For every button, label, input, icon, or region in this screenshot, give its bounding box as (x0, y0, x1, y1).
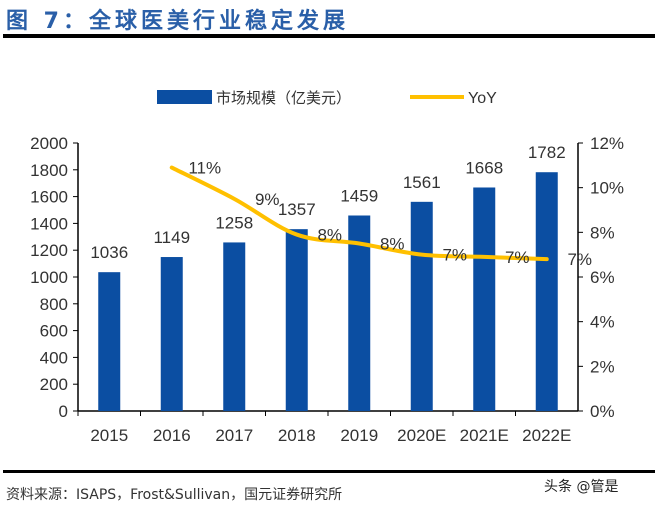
title-divider (3, 34, 655, 38)
left-tick-label: 200 (40, 375, 68, 394)
right-tick-label: 2% (590, 357, 615, 376)
legend-bar-label: 市场规模（亿美元） (216, 89, 351, 107)
x-tick-label: 2020E (397, 426, 446, 445)
right-tick-label: 12% (590, 134, 624, 153)
left-tick-label: 1400 (30, 214, 68, 233)
bar-label: 1357 (278, 200, 316, 219)
bar-2017 (223, 242, 246, 411)
right-tick-label: 10% (590, 179, 624, 198)
legend-bar-swatch (157, 90, 212, 104)
x-tick-label: 2015 (90, 426, 128, 445)
right-tick-label: 6% (590, 268, 615, 287)
bar-label: 1561 (403, 173, 441, 192)
x-tick-label: 2018 (278, 426, 316, 445)
legend-line-label: YoY (468, 90, 497, 107)
left-tick-label: 1000 (30, 268, 68, 287)
bar-2016 (160, 257, 183, 411)
yoy-label: 9% (255, 190, 280, 209)
bar-2022E (535, 172, 558, 411)
bar-2019 (348, 215, 371, 411)
bar-2015 (98, 272, 121, 411)
left-tick-label: 600 (40, 322, 68, 341)
x-tick-label: 2021E (460, 426, 509, 445)
bar-2020E (410, 201, 433, 411)
yoy-label: 7% (505, 248, 530, 267)
bar-label: 1459 (340, 186, 378, 205)
x-tick-label: 2022E (522, 426, 571, 445)
bar-2018 (285, 229, 308, 411)
right-tick-label: 4% (590, 313, 615, 332)
yoy-label: 8% (380, 235, 405, 254)
right-tick-label: 0% (590, 402, 615, 421)
watermark: 头条 @管是 (544, 479, 619, 495)
bar-label: 1036 (90, 243, 128, 262)
bar-label: 1668 (465, 158, 503, 177)
yoy-label: 8% (317, 226, 342, 245)
source-note: 资料来源：ISAPS，Frost&Sullivan，国元证券研究所 (6, 487, 343, 503)
figure-title: 图 7：全球医美行业稳定发展 (6, 9, 349, 34)
x-tick-label: 2016 (153, 426, 191, 445)
bar-label: 1258 (215, 213, 253, 232)
footer-divider (3, 470, 655, 473)
left-tick-label: 0 (59, 402, 68, 421)
left-tick-label: 400 (40, 348, 68, 367)
yoy-line (169, 165, 549, 262)
yoy-label: 7% (442, 246, 467, 265)
left-tick-label: 1200 (30, 241, 68, 260)
left-tick-label: 1800 (30, 161, 68, 180)
left-tick-label: 1600 (30, 188, 68, 207)
x-tick-label: 2019 (340, 426, 378, 445)
left-tick-label: 2000 (30, 134, 68, 153)
bar-label: 1149 (153, 228, 190, 247)
left-tick-label: 800 (40, 295, 68, 314)
bar-label: 1782 (528, 143, 566, 162)
bar-2021E (473, 187, 496, 411)
x-tick-label: 2017 (215, 426, 253, 445)
right-tick-label: 8% (590, 223, 615, 242)
yoy-label: 11% (188, 159, 221, 178)
yoy-label: 7% (567, 250, 592, 269)
